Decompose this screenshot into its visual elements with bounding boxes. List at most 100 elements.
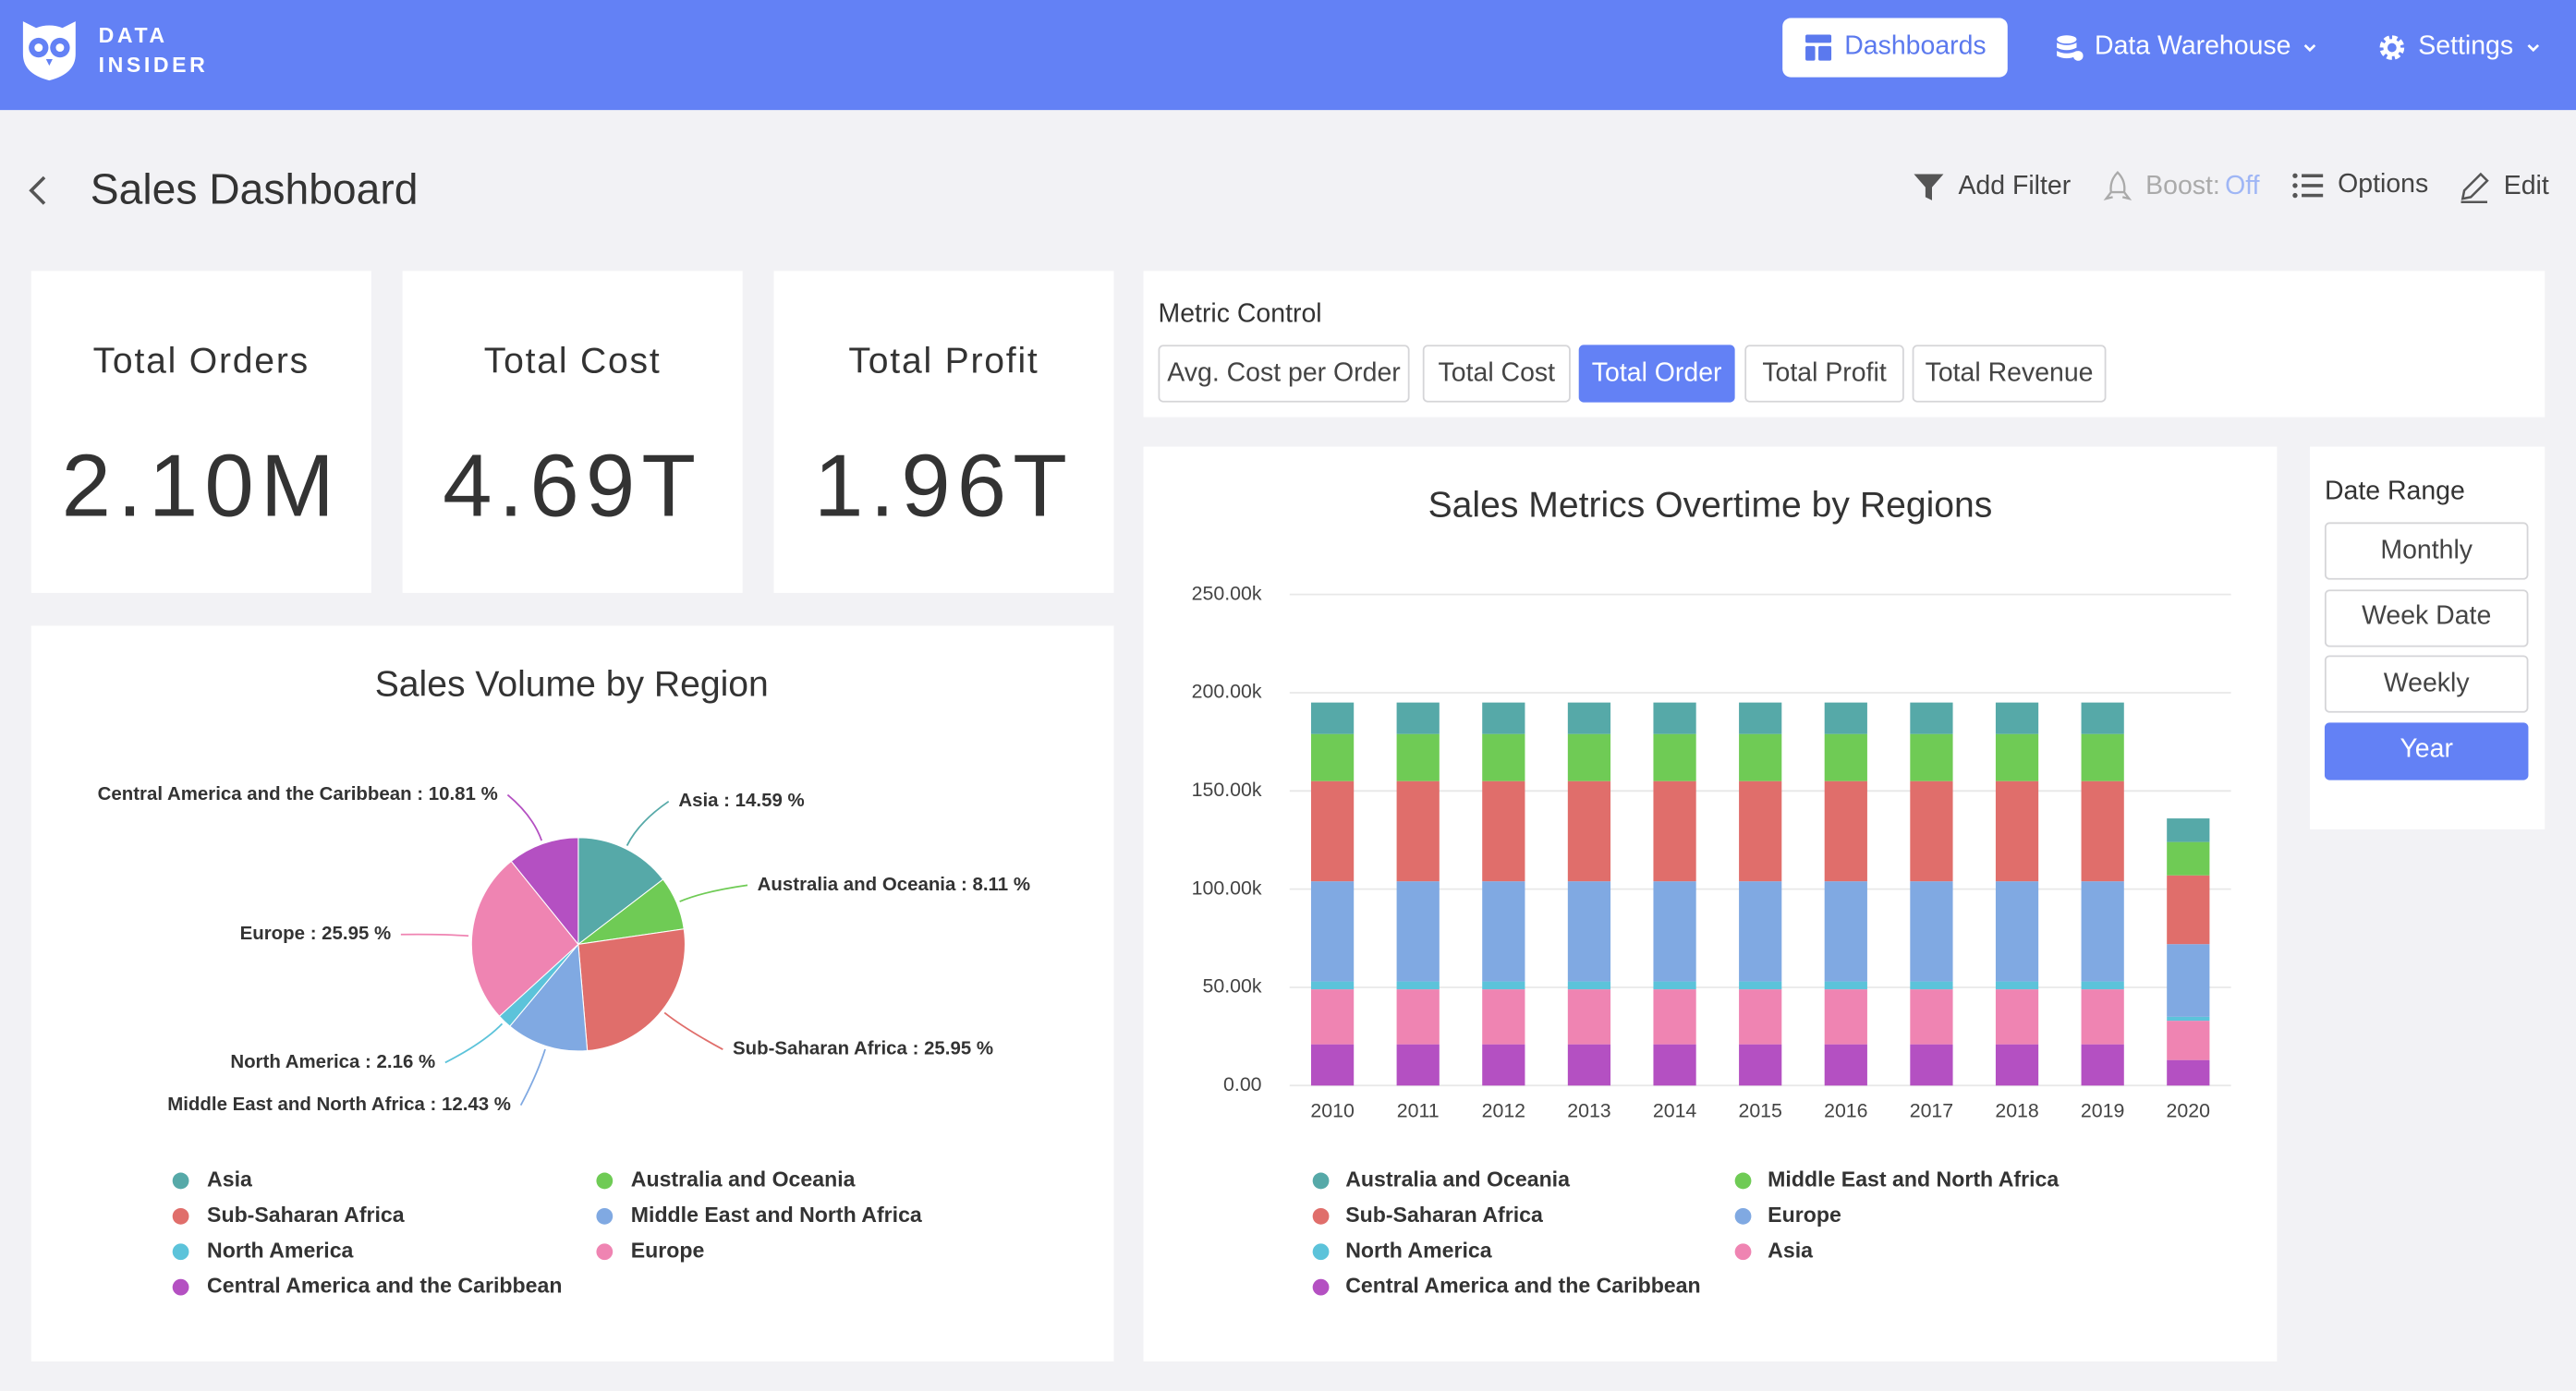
icon bbox=[2458, 171, 2491, 204]
leader-line bbox=[507, 795, 541, 841]
x-tick-label: 2016 bbox=[1824, 1099, 1867, 1121]
data-label: Middle East and North Africa : 12.43 % bbox=[167, 1094, 511, 1115]
date-button[interactable]: Year bbox=[2325, 721, 2528, 779]
date-range-title: Date Range bbox=[2325, 478, 2465, 507]
icon bbox=[2291, 171, 2325, 200]
bar-segment bbox=[1568, 982, 1610, 990]
bar-segment bbox=[1825, 989, 1867, 1045]
metric-button[interactable]: Avg. Cost per Order bbox=[1159, 345, 1410, 402]
legend-swatch bbox=[1735, 1173, 1752, 1190]
bar-segment bbox=[1482, 781, 1525, 881]
bar-segment bbox=[1482, 989, 1525, 1045]
date-button[interactable]: Weekly bbox=[2325, 655, 2528, 712]
bar-segment bbox=[2167, 1017, 2209, 1021]
add-filter[interactable]: Add Filter bbox=[1913, 171, 2072, 204]
bar-segment bbox=[1568, 881, 1610, 981]
bar-segment bbox=[1825, 781, 1867, 881]
legend-swatch bbox=[173, 1279, 189, 1296]
metric-control: Metric Control Avg. Cost per OrderTotal … bbox=[1144, 271, 2546, 417]
tool-label: Boost: bbox=[2145, 173, 2220, 200]
data-label: Sub-Saharan Africa : 25.95 % bbox=[733, 1038, 993, 1059]
data-label: Europe : 25.95 % bbox=[240, 923, 392, 944]
leader-line bbox=[627, 802, 669, 846]
chart-title: Sales Metrics Overtime by Regions bbox=[1428, 486, 1993, 526]
bar-segment bbox=[1739, 703, 1781, 734]
leader-line bbox=[664, 1012, 723, 1049]
nav-label: Data Warehouse bbox=[2095, 33, 2290, 63]
kpi-card: Total Profit1.96T bbox=[773, 271, 1113, 592]
leader-line bbox=[401, 935, 468, 937]
y-tick-label: 150.00k bbox=[1192, 779, 1262, 801]
bar-segment bbox=[1482, 703, 1525, 734]
bar-segment bbox=[1482, 1045, 1525, 1086]
nav-data-warehouse[interactable]: Data Warehouse bbox=[2032, 18, 2339, 78]
kpi-label: Total Orders bbox=[31, 340, 371, 382]
x-tick-label: 2013 bbox=[1567, 1099, 1610, 1121]
bar-segment bbox=[1482, 982, 1525, 990]
nav-label: Dashboards bbox=[1844, 33, 1986, 63]
bar-segment bbox=[1568, 781, 1610, 881]
logo bbox=[17, 15, 82, 84]
nav-dashboards[interactable]: Dashboards bbox=[1782, 18, 2008, 78]
date-button[interactable]: Week Date bbox=[2325, 588, 2528, 646]
options[interactable]: Options bbox=[2291, 171, 2428, 200]
metric-button[interactable]: Total Revenue bbox=[1913, 345, 2107, 402]
legend-label: Australia and Oceania bbox=[1345, 1167, 1570, 1191]
legend-label: Central America and the Caribbean bbox=[1345, 1274, 1700, 1298]
x-tick-label: 2015 bbox=[1738, 1099, 1781, 1121]
metric-button[interactable]: Total Order bbox=[1579, 345, 1735, 402]
y-tick-label: 250.00k bbox=[1192, 582, 1262, 604]
kpi-card: Total Cost4.69T bbox=[403, 271, 743, 592]
nav-settings[interactable]: Settings bbox=[2356, 18, 2563, 78]
icon bbox=[1913, 171, 1946, 204]
kpi-value: 1.96T bbox=[773, 435, 1113, 537]
bar-segment bbox=[1996, 734, 2038, 781]
legend-swatch bbox=[1313, 1208, 1330, 1225]
y-tick-label: 50.00k bbox=[1203, 975, 1262, 998]
icon bbox=[2054, 33, 2084, 63]
date-button[interactable]: Monthly bbox=[2325, 522, 2528, 579]
bar-segment bbox=[1739, 1045, 1781, 1086]
bar-segment bbox=[1397, 781, 1440, 881]
bar-segment bbox=[1996, 703, 2038, 734]
edit[interactable]: Edit bbox=[2458, 171, 2549, 204]
bar-segment bbox=[2082, 703, 2124, 734]
metric-title: Metric Control bbox=[1159, 300, 1322, 330]
legend-label: North America bbox=[207, 1238, 354, 1262]
bar-segment bbox=[1311, 734, 1354, 781]
bar-segment bbox=[1996, 989, 2038, 1045]
tool-label: Edit bbox=[2504, 173, 2549, 202]
bar-segment bbox=[1910, 1045, 1952, 1086]
bar-segment bbox=[1910, 703, 1952, 734]
bar-segment bbox=[1739, 881, 1781, 981]
boost[interactable]: Boost:Off bbox=[2103, 171, 2260, 204]
kpi-value: 2.10M bbox=[31, 435, 371, 537]
x-tick-label: 2014 bbox=[1653, 1099, 1697, 1121]
leader-line bbox=[680, 885, 747, 901]
pie-chart: Sales Volume by RegionAsia : 14.59 %Aust… bbox=[31, 625, 1114, 1361]
bar-segment bbox=[1397, 703, 1440, 734]
metric-button[interactable]: Total Profit bbox=[1744, 345, 1903, 402]
bar-segment bbox=[1311, 982, 1354, 990]
metric-button[interactable]: Total Cost bbox=[1423, 345, 1571, 402]
bar-segment bbox=[1910, 734, 1952, 781]
bar-segment bbox=[1996, 781, 2038, 881]
back-button[interactable] bbox=[23, 173, 56, 209]
bar-segment bbox=[1397, 989, 1440, 1045]
legend-label: Europe bbox=[1768, 1203, 1841, 1227]
legend-label: Central America and the Caribbean bbox=[207, 1274, 562, 1298]
legend-swatch bbox=[596, 1243, 613, 1260]
y-tick-label: 100.00k bbox=[1192, 877, 1262, 899]
bar-segment bbox=[2167, 1021, 2209, 1060]
legend-label: Middle East and North Africa bbox=[1768, 1167, 2059, 1191]
bar-segment bbox=[2167, 1060, 2209, 1086]
page-title: Sales Dashboard bbox=[91, 164, 419, 215]
data-label: Australia and Oceania : 8.11 % bbox=[758, 874, 1030, 895]
bar-segment bbox=[1996, 881, 2038, 981]
pie-slice bbox=[578, 929, 686, 1051]
x-tick-label: 2017 bbox=[1910, 1099, 1953, 1121]
legend-label: Middle East and North Africa bbox=[631, 1203, 922, 1227]
bar-segment bbox=[1568, 1045, 1610, 1086]
legend-label: Australia and Oceania bbox=[631, 1167, 856, 1191]
data-label: Asia : 14.59 % bbox=[678, 790, 804, 811]
